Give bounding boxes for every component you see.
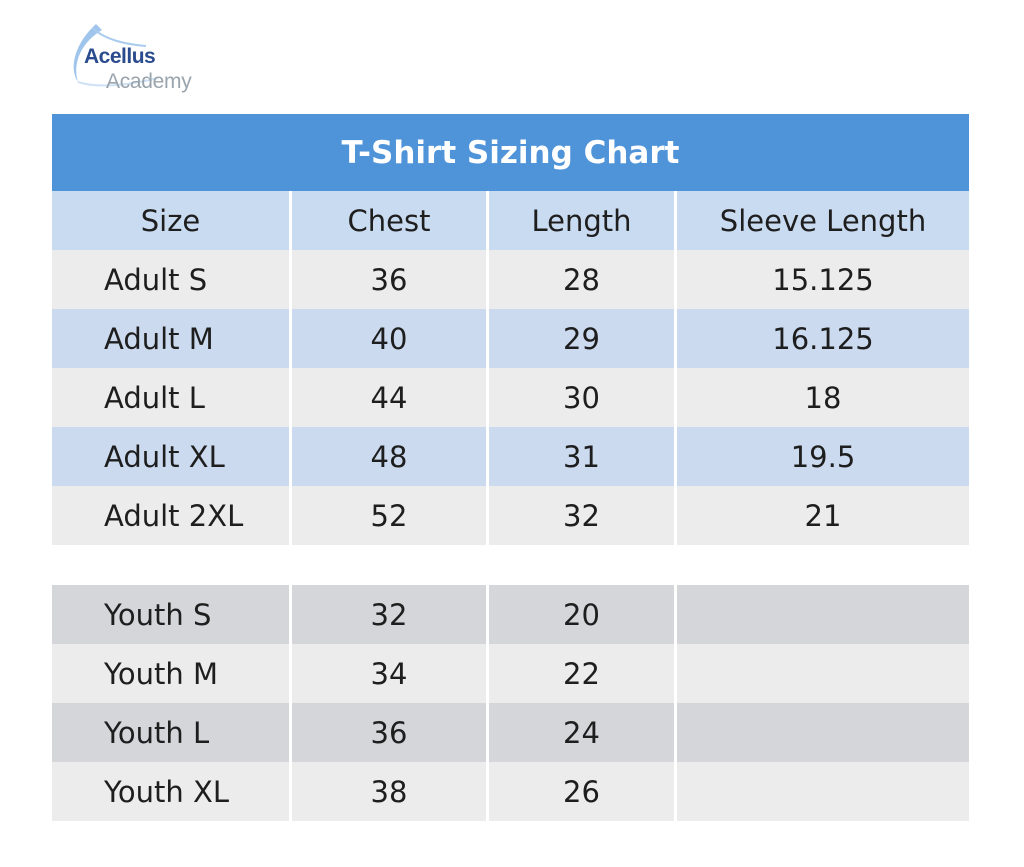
cell-sleeve — [677, 703, 969, 762]
table-row: Youth M 34 22 — [52, 644, 969, 703]
cell-length: 31 — [489, 427, 677, 486]
table-row: Adult S 36 28 15.125 — [52, 250, 969, 309]
cell-chest: 36 — [292, 250, 489, 309]
cell-size: Adult M — [52, 309, 292, 368]
cell-sleeve: 16.125 — [677, 309, 969, 368]
cell-size: Adult 2XL — [52, 486, 292, 545]
cell-chest: 34 — [292, 644, 489, 703]
cell-length: 24 — [489, 703, 677, 762]
cell-chest: 36 — [292, 703, 489, 762]
header-sleeve-length: Sleeve Length — [677, 191, 969, 250]
cell-size: Youth XL — [52, 762, 292, 821]
cell-sleeve — [677, 762, 969, 821]
cell-size: Adult S — [52, 250, 292, 309]
cell-length: 20 — [489, 585, 677, 644]
cell-chest: 44 — [292, 368, 489, 427]
cell-sleeve — [677, 585, 969, 644]
chart-title: T-Shirt Sizing Chart — [52, 114, 969, 191]
cell-chest: 48 — [292, 427, 489, 486]
table-row: Adult 2XL 52 32 21 — [52, 486, 969, 545]
cell-chest: 38 — [292, 762, 489, 821]
cell-chest: 52 — [292, 486, 489, 545]
cell-length: 28 — [489, 250, 677, 309]
cell-sleeve: 21 — [677, 486, 969, 545]
cell-length: 32 — [489, 486, 677, 545]
header-length: Length — [489, 191, 677, 250]
header-size: Size — [52, 191, 292, 250]
cell-size: Adult XL — [52, 427, 292, 486]
table-row: Youth XL 38 26 — [52, 762, 969, 821]
cell-sleeve: 15.125 — [677, 250, 969, 309]
cell-size: Youth L — [52, 703, 292, 762]
logo-text-acellus: Acellus — [84, 45, 156, 68]
cell-chest: 32 — [292, 585, 489, 644]
cell-sleeve: 18 — [677, 368, 969, 427]
table-header-row: Size Chest Length Sleeve Length — [52, 191, 969, 250]
sizing-chart-table: T-Shirt Sizing Chart Size Chest Length S… — [52, 114, 969, 821]
cell-size: Youth M — [52, 644, 292, 703]
cell-size: Youth S — [52, 585, 292, 644]
logo-text-academy: Academy — [106, 70, 192, 93]
cell-size: Adult L — [52, 368, 292, 427]
table-row: Adult XL 48 31 19.5 — [52, 427, 969, 486]
cell-length: 29 — [489, 309, 677, 368]
cell-sleeve: 19.5 — [677, 427, 969, 486]
cell-chest: 40 — [292, 309, 489, 368]
section-gap — [52, 545, 969, 585]
cell-length: 22 — [489, 644, 677, 703]
table-row: Adult M 40 29 16.125 — [52, 309, 969, 368]
logo-swoosh-icon — [73, 24, 159, 87]
cell-length: 30 — [489, 368, 677, 427]
header-chest: Chest — [292, 191, 489, 250]
cell-sleeve — [677, 644, 969, 703]
acellus-logo: Acellus Academy — [66, 22, 216, 98]
cell-length: 26 — [489, 762, 677, 821]
table-row: Youth L 36 24 — [52, 703, 969, 762]
table-row: Youth S 32 20 — [52, 585, 969, 644]
table-row: Adult L 44 30 18 — [52, 368, 969, 427]
